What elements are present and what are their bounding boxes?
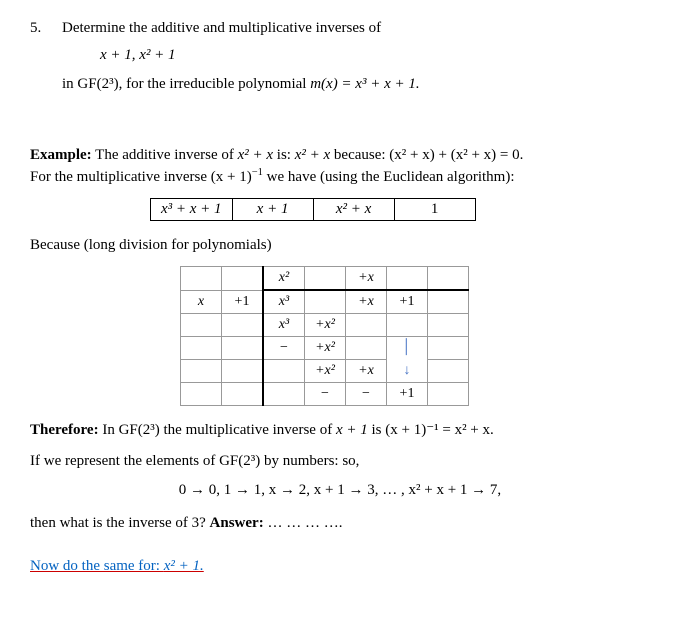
map-line: 0 → 0, 1 → 1, x → 2, x + 1 → 3, … , x² +… [30, 482, 650, 499]
therefore-c: is (x + 1)⁻¹ = x² + x. [368, 422, 494, 438]
ld-cell: − [346, 383, 387, 406]
ld-cell: +1 [222, 290, 264, 314]
ex-line1a: The additive inverse of [92, 147, 238, 163]
ld-cell: x² [263, 267, 305, 291]
context-prefix: in GF(2³), for the irreducible polynomia… [62, 76, 310, 92]
ex-line2a: For the multiplicative inverse (x + 1) [30, 169, 252, 185]
answer-label: Answer: [210, 515, 264, 531]
ld-cell [428, 360, 469, 383]
ld-cell [263, 360, 305, 383]
ex-line1e: because: (x² + x) + (x² + x) = 0. [330, 147, 523, 163]
ld-cell: +x [346, 267, 387, 291]
ld-cell [181, 383, 222, 406]
ld-cell: +x² [305, 314, 346, 337]
ld-cell: − [305, 383, 346, 406]
ld-cell [305, 290, 346, 314]
longdiv-row: x³ +x² [181, 314, 469, 337]
question-prompt: Determine the additive and multiplicativ… [62, 20, 381, 37]
ld-cell [222, 337, 264, 360]
euclid-table: x³ + x + 1 x + 1 x² + x 1 [150, 198, 476, 221]
ld-cell [428, 383, 469, 406]
euclid-row: x³ + x + 1 x + 1 x² + x 1 [151, 199, 476, 221]
ld-cell [263, 383, 305, 406]
ex-line1c: is: [273, 147, 295, 163]
euclid-c4: 1 [394, 199, 475, 221]
longdiv-row: +x² +x ↓ [181, 360, 469, 383]
ld-cell: +x [346, 360, 387, 383]
now-do-line: Now do the same for: x² + 1. [30, 556, 650, 577]
ld-cell [222, 383, 264, 406]
ld-cell [222, 314, 264, 337]
nowdo-expr: x² + 1. [164, 558, 204, 574]
therefore-line: Therefore: In GF(2³) the multiplicative … [30, 420, 650, 441]
ex-line1b: x² + x [238, 147, 273, 163]
ld-cell [428, 267, 469, 291]
ld-cell: x³ [263, 290, 305, 314]
ex-line1d: x² + x [295, 147, 330, 163]
question-expression: x + 1, x² + 1 [100, 47, 650, 64]
ld-cell: x³ [263, 314, 305, 337]
longdiv-row: x² +x [181, 267, 469, 291]
ld-cell [181, 360, 222, 383]
therefore-b: x + 1 [336, 422, 368, 438]
longdiv-row: x +1 x³ +x +1 [181, 290, 469, 314]
ld-cell [387, 267, 428, 291]
ld-cell: +x [346, 290, 387, 314]
ld-cell [387, 314, 428, 337]
ld-cell: +x² [305, 360, 346, 383]
euclid-c2: x + 1 [232, 199, 313, 221]
example-block: Example: The additive inverse of x² + x … [30, 145, 650, 188]
ld-cell: x [181, 290, 222, 314]
ld-cell [222, 360, 264, 383]
euclid-c3: x² + x [313, 199, 394, 221]
therefore-a: In GF(2³) the multiplicative inverse of [99, 422, 336, 438]
context-poly: m(x) = x³ + x + 1. [310, 76, 419, 92]
euclid-c1: x³ + x + 1 [151, 199, 233, 221]
because-line: Because (long division for polynomials) [30, 235, 650, 256]
arrow-icon: │ [387, 337, 428, 360]
ld-cell [428, 290, 469, 314]
longdiv-row: − +x² │ [181, 337, 469, 360]
ld-cell [181, 337, 222, 360]
ld-cell [305, 267, 346, 291]
therefore-label: Therefore: [30, 422, 99, 438]
longdiv-row: − − +1 [181, 383, 469, 406]
answer-dots: … … … …. [264, 515, 343, 531]
arrow-icon: ↓ [387, 360, 428, 383]
question-number: 5. [30, 20, 48, 37]
ld-cell [222, 267, 264, 291]
nowdo-prefix: Now do the same for: [30, 558, 164, 574]
question-context: in GF(2³), for the irreducible polynomia… [62, 74, 650, 95]
ld-cell: +x² [305, 337, 346, 360]
ld-cell [181, 314, 222, 337]
ex-line2b: we have (using the Euclidean algorithm): [263, 169, 515, 185]
ld-cell: +1 [387, 290, 428, 314]
example-label: Example: [30, 147, 92, 163]
represent-line: If we represent the elements of GF(2³) b… [30, 451, 650, 472]
ld-cell: +1 [387, 383, 428, 406]
ld-cell [428, 314, 469, 337]
ld-cell: − [263, 337, 305, 360]
inv-prefix: then what is the inverse of 3? [30, 515, 210, 531]
ld-cell [346, 337, 387, 360]
ld-cell [428, 337, 469, 360]
inverse-question: then what is the inverse of 3? Answer: …… [30, 513, 650, 534]
longdiv-table: x² +x x +1 x³ +x +1 x³ +x² − +x² │ +x² [180, 266, 469, 406]
exp-neg1: −1 [252, 167, 263, 178]
ld-cell [346, 314, 387, 337]
ld-cell [181, 267, 222, 291]
